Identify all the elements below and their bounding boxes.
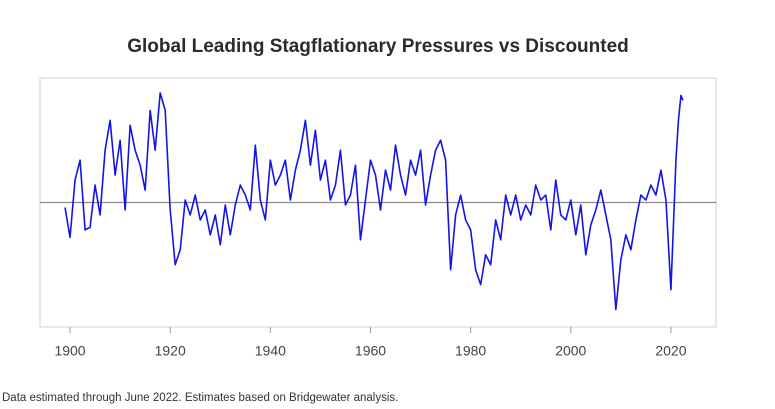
- data-line: [64, 92, 684, 311]
- x-tick-label: 1960: [355, 343, 386, 359]
- x-tick-label: 1920: [155, 343, 186, 359]
- x-tick-label: 2020: [655, 343, 686, 359]
- x-tick-label: 1940: [255, 343, 286, 359]
- x-tick-label: 1900: [54, 343, 85, 359]
- x-tick-label: 1980: [455, 343, 486, 359]
- chart-title: Global Leading Stagflationary Pressures …: [127, 36, 629, 57]
- x-tick-label: 2000: [555, 343, 586, 359]
- footnote: Data estimated through June 2022. Estima…: [2, 392, 398, 404]
